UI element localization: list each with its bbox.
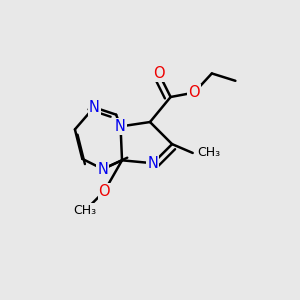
Text: N: N bbox=[98, 162, 108, 177]
Text: O: O bbox=[188, 85, 200, 100]
Text: CH₃: CH₃ bbox=[197, 146, 220, 159]
Text: O: O bbox=[153, 66, 165, 81]
Text: CH₃: CH₃ bbox=[74, 204, 97, 217]
Text: O: O bbox=[98, 184, 110, 199]
Text: N: N bbox=[88, 100, 100, 115]
Text: N: N bbox=[148, 156, 158, 171]
Text: N: N bbox=[115, 119, 126, 134]
